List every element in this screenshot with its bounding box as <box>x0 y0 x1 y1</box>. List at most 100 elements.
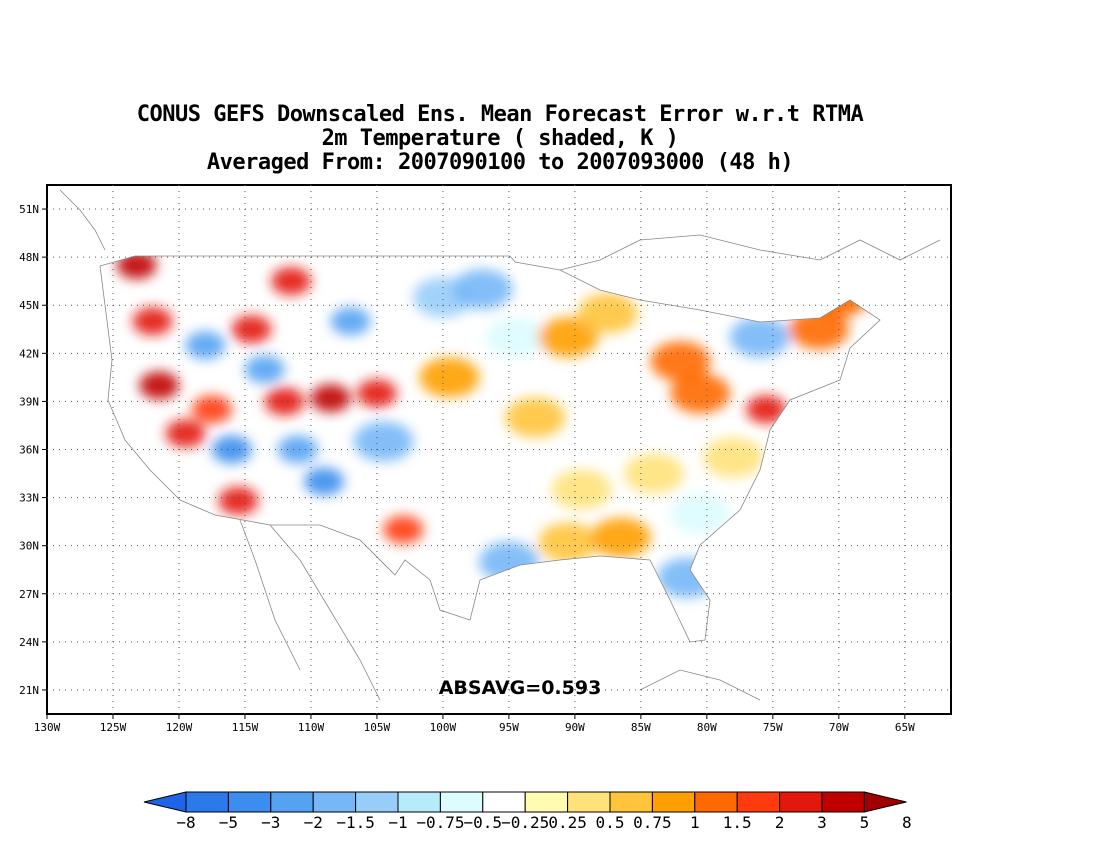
field-cell <box>551 469 612 510</box>
colorbar-label: 8 <box>902 813 912 832</box>
colorbar-label: 2 <box>775 813 785 832</box>
y-tick-label: 33N <box>19 492 39 505</box>
y-tick-label: 45N <box>19 299 39 312</box>
colorbar-swatch <box>524 791 569 813</box>
field-cell <box>383 515 424 544</box>
colorbar-label: −0.25 <box>501 813 549 832</box>
colorbar-label: −1.5 <box>336 813 375 832</box>
field-cell <box>670 373 731 414</box>
field-cell <box>505 397 566 438</box>
colorbar-label: −2 <box>304 813 323 832</box>
colorbar-label: −0.5 <box>464 813 503 832</box>
x-tick-label: 85W <box>631 721 651 734</box>
latitude-ticks: 21N 24N 27N 30N 33N 36N 39N 42N 45N 48N 51N <box>19 203 47 697</box>
field-cell <box>271 267 312 296</box>
field-cell <box>310 384 351 413</box>
field-cell <box>218 486 259 515</box>
x-tick-label: 115W <box>232 721 259 734</box>
lat-lon-grid <box>47 185 951 714</box>
colorbar-swatch <box>397 791 441 813</box>
field-cell <box>191 395 232 424</box>
y-tick-label: 30N <box>19 540 39 553</box>
colorbar-swatch <box>312 791 357 813</box>
colorbar-label: 1.5 <box>723 813 752 832</box>
x-tick-label: 80W <box>697 721 717 734</box>
colorbar-swatch <box>482 791 526 813</box>
field-cell <box>185 331 226 360</box>
field-cell <box>231 315 272 344</box>
field-cell <box>132 307 173 336</box>
field-cell <box>746 395 787 424</box>
field-cell <box>538 317 599 358</box>
field-cell <box>670 493 731 534</box>
field-cell <box>624 453 685 494</box>
field-cell <box>304 467 345 496</box>
field-cell <box>650 341 711 382</box>
y-tick-label: 24N <box>19 636 39 649</box>
colorbar-swatch <box>355 791 399 813</box>
title-line-2: 2m Temperature ( shaded, K ) <box>321 126 679 151</box>
colorbar-label: −8 <box>176 813 195 832</box>
y-tick-label: 21N <box>19 684 39 697</box>
temperature-error-field <box>100 256 880 642</box>
y-tick-label: 36N <box>19 444 39 457</box>
field-cell <box>485 317 546 358</box>
longitude-ticks: 130W 125W 120W 115W 110W 105W 100W 95W 90W 85W 80W… <box>34 714 915 734</box>
field-cell <box>277 435 318 464</box>
x-tick-label: 125W <box>100 721 127 734</box>
field-cell <box>356 379 397 408</box>
colorbar-arrow-low <box>143 791 187 813</box>
field-cell <box>538 522 599 563</box>
colorbar-arrow-high <box>863 791 907 813</box>
field-cell <box>165 419 206 448</box>
x-tick-label: 105W <box>364 721 391 734</box>
title-line-1: CONUS GEFS Downscaled Ens. Mean Forecast… <box>136 102 864 127</box>
y-tick-label: 51N <box>19 203 39 216</box>
colorbar-swatch <box>567 791 611 813</box>
colorbar-label: −3 <box>261 813 280 832</box>
colorbar-swatch <box>227 791 272 813</box>
field-cell <box>264 387 305 416</box>
y-tick-label: 27N <box>19 588 39 601</box>
colorbar-label: 1 <box>690 813 700 832</box>
colorbar-label: 0.75 <box>633 813 672 832</box>
field-cell <box>116 256 157 280</box>
colorbar-swatch <box>185 791 229 813</box>
colorbar-swatch <box>821 791 865 813</box>
colorbar-label: −0.75 <box>416 813 464 832</box>
y-tick-label: 42N <box>19 347 39 360</box>
colorbar-swatch <box>270 791 314 813</box>
field-cell <box>729 317 790 358</box>
colorbar-label: 0.25 <box>548 813 587 832</box>
colorbar-label: 5 <box>860 813 870 832</box>
field-cell <box>577 293 638 334</box>
y-tick-label: 48N <box>19 251 39 264</box>
colorbar-swatch <box>736 791 781 813</box>
y-tick-label: 39N <box>19 395 39 408</box>
x-tick-label: 120W <box>166 721 193 734</box>
colorbar-swatch <box>694 791 738 813</box>
x-tick-label: 95W <box>499 721 519 734</box>
x-tick-label: 90W <box>565 721 585 734</box>
x-tick-label: 70W <box>829 721 849 734</box>
field-cell <box>139 371 180 400</box>
colorbar-label: −1 <box>388 813 407 832</box>
field-cell <box>244 355 285 384</box>
title-line-3: Averaged From: 2007090100 to 2007093000 … <box>206 150 794 175</box>
field-cell <box>419 357 480 398</box>
colorbar: −8 −5 −3 −2 −1.5 −1 −0.75 −0.5 −0.25 0.25 0.5 0.75 1… <box>143 791 912 832</box>
field-cell <box>452 269 513 310</box>
field-cell <box>353 421 414 462</box>
x-tick-label: 100W <box>430 721 457 734</box>
field-cell <box>211 435 252 464</box>
absavg-annotation: ABSAVG=0.593 <box>439 677 602 699</box>
field-cell <box>703 437 764 478</box>
colorbar-swatch <box>651 791 696 813</box>
colorbar-label: −5 <box>219 813 238 832</box>
colorbar-swatch <box>609 791 653 813</box>
colorbar-swatch <box>779 791 823 813</box>
colorbar-swatch <box>439 791 484 813</box>
colorbar-label: 0.5 <box>596 813 625 832</box>
x-tick-label: 75W <box>763 721 783 734</box>
